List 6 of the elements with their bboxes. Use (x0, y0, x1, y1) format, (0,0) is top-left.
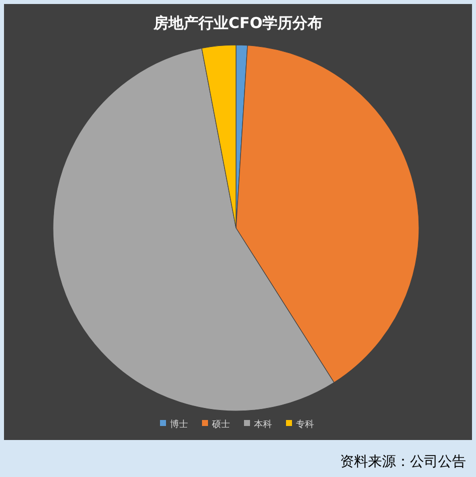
legend-label: 硕士 (211, 419, 230, 430)
text: 资料来源：公司公告 (340, 454, 466, 470)
legend-label: 本科 (254, 419, 272, 430)
chart-title: 房地产行业CFO学历分布 (152, 14, 323, 32)
legend-label: 博士 (170, 419, 188, 430)
legend-label: 专科 (296, 419, 314, 430)
